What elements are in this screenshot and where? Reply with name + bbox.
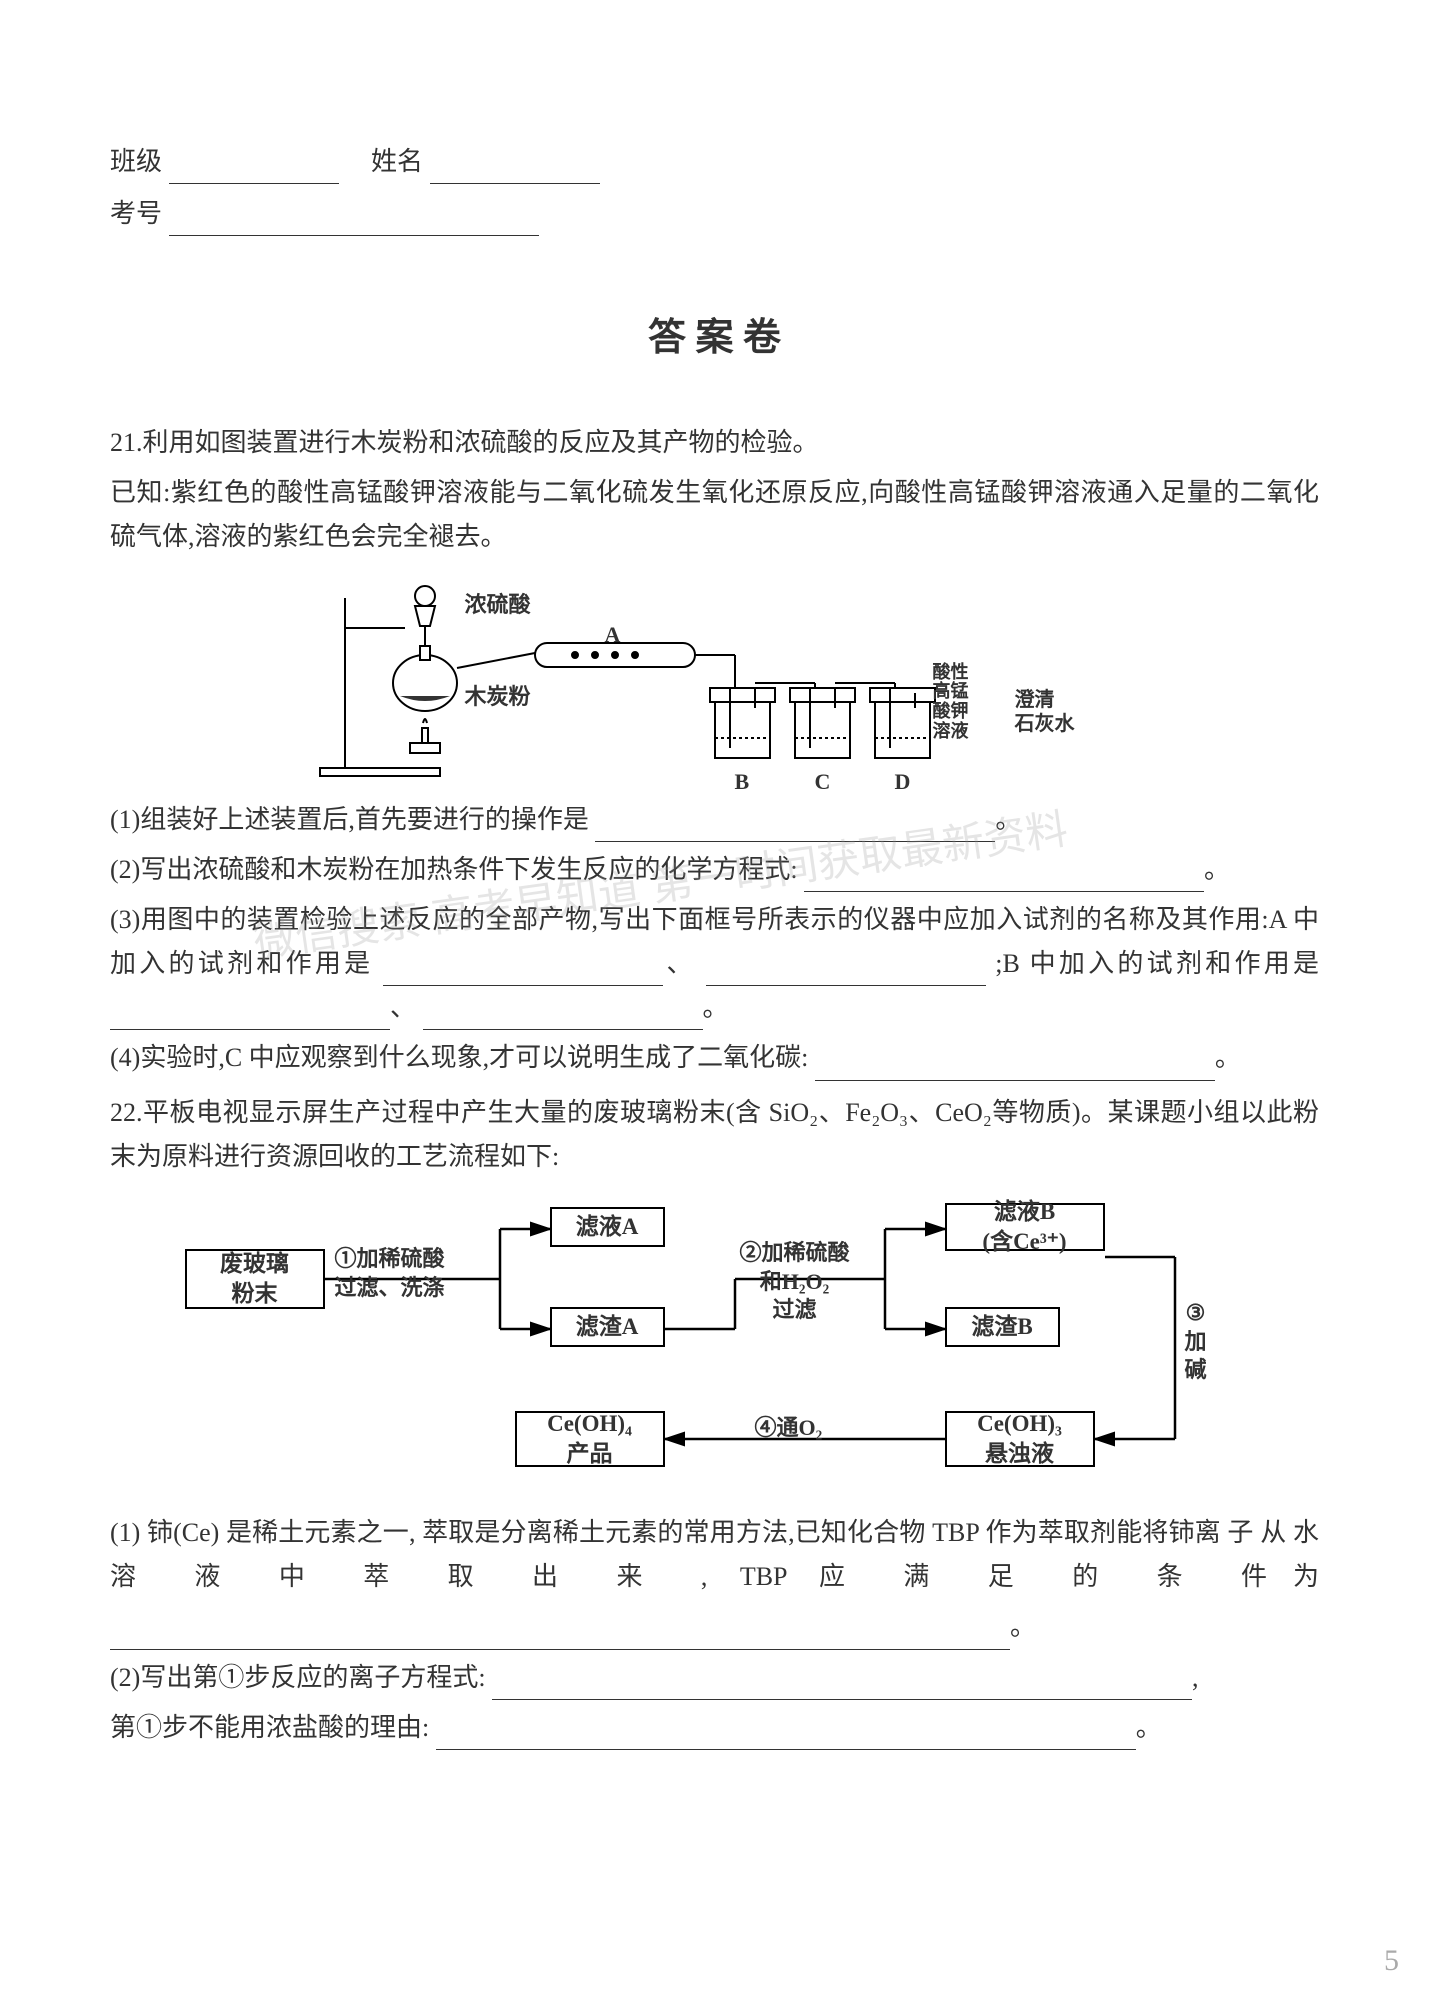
- q22-part1-blank[interactable]: [110, 1626, 1010, 1650]
- edge-step4: ④通O₂: [755, 1414, 823, 1443]
- node-ceoh4: Ce(OH)₄ 产品: [515, 1411, 665, 1467]
- node-residue-a: 滤渣A: [550, 1307, 665, 1347]
- q21-part2-text: (2)写出浓硫酸和木炭粉在加热条件下发生反应的化学方程式:: [110, 855, 798, 884]
- q21-part1-blank[interactable]: [595, 818, 995, 842]
- q21-part2-blank[interactable]: [804, 868, 1204, 892]
- q21-part3a-blank2[interactable]: [706, 962, 986, 986]
- header-fields: 班级 姓名 考号: [110, 140, 1319, 236]
- node-filtrate-b: 滤液B (含Ce³⁺): [945, 1203, 1105, 1251]
- q22-stem: 22.平板电视显示屏生产过程中产生大量的废玻璃粉末(含 SiO₂、Fe₂O₃、C…: [110, 1091, 1319, 1179]
- q22-flowchart: 废玻璃 粉末 滤液A 滤渣A 滤液B (含Ce³⁺) 滤渣B Ce(OH)₃ 悬…: [165, 1189, 1265, 1499]
- q21-part1: (1)组装好上述装置后,首先要进行的操作是 。: [110, 798, 1319, 842]
- q21-part1-text: (1)组装好上述装置后,首先要进行的操作是: [110, 805, 589, 834]
- name-label: 姓名: [371, 140, 423, 184]
- label-A: A: [605, 616, 621, 653]
- edge-step2: ②加稀硫酸 和H₂O₂ 过滤: [740, 1239, 850, 1325]
- q22-part1: (1) 铈(Ce) 是稀土元素之一, 萃取是分离稀土元素的常用方法,已知化合物 …: [110, 1511, 1319, 1599]
- label-lime: 澄清 石灰水: [1015, 688, 1075, 736]
- q22-part2a: (2)写出第①步反应的离子方程式: ,: [110, 1656, 1319, 1700]
- edge-step3: ③ 加 碱: [1185, 1299, 1207, 1385]
- q21-part4-blank[interactable]: [815, 1057, 1215, 1081]
- label-B: B: [735, 763, 750, 800]
- class-label: 班级: [110, 140, 162, 184]
- q21-part3a-blank1[interactable]: [383, 962, 663, 986]
- q21-given: 已知:紫红色的酸性高锰酸钾溶液能与二氧化硫发生氧化还原反应,向酸性高锰酸钾溶液通…: [110, 471, 1319, 559]
- q22-part1-text: (1) 铈(Ce) 是稀土元素之一, 萃取是分离稀土元素的常用方法,已知化合物 …: [110, 1518, 1319, 1591]
- row-class-name: 班级 姓名: [110, 140, 1319, 184]
- node-ceoh3: Ce(OH)₃ 悬浊液: [945, 1411, 1095, 1467]
- row-exam-no: 考号: [110, 192, 1319, 236]
- q21-part3b-blank1[interactable]: [110, 1006, 390, 1030]
- q21-part2: (2)写出浓硫酸和木炭粉在加热条件下发生反应的化学方程式: 。: [110, 848, 1319, 892]
- class-blank[interactable]: [169, 156, 339, 184]
- edge-step1: ①加稀硫酸 过滤、洗涤: [335, 1245, 445, 1302]
- q22-part2b-text: 第①步不能用浓盐酸的理由:: [110, 1713, 429, 1742]
- label-kmno4: 酸性 高锰 酸钾 溶液: [933, 663, 969, 742]
- q21-part4-text: (4)实验时,C 中应观察到什么现象,才可以说明生成了二氧化碳:: [110, 1043, 808, 1072]
- page-title: 答 案 卷: [110, 306, 1319, 371]
- question-21: 21.利用如图装置进行木炭粉和浓硫酸的反应及其产物的检验。 已知:紫红色的酸性高…: [110, 421, 1319, 1081]
- q22-part2a-text: (2)写出第①步反应的离子方程式:: [110, 1663, 486, 1692]
- q21-part4: (4)实验时,C 中应观察到什么现象,才可以说明生成了二氧化碳: 。: [110, 1036, 1319, 1080]
- q21-stem: 21.利用如图装置进行木炭粉和浓硫酸的反应及其产物的检验。: [110, 421, 1319, 465]
- q22-part2a-blank[interactable]: [492, 1676, 1192, 1700]
- q21-apparatus-diagram: 浓硫酸 木炭粉 A B C D 酸性 高锰 酸钾 溶液 澄清 石灰水: [315, 568, 1115, 788]
- q22-part2b: 第①步不能用浓盐酸的理由: 。: [110, 1706, 1319, 1750]
- q21-part3b-text: ;B 中加入的试剂和作用是: [995, 949, 1319, 978]
- q21-part3: (3)用图中的装置检验上述反应的全部产物,写出下面框号所表示的仪器中应加入试剂的…: [110, 898, 1319, 1031]
- label-C: C: [815, 763, 831, 800]
- q22-part2b-blank[interactable]: [436, 1726, 1136, 1750]
- q21-part3b-blank2[interactable]: [423, 1006, 703, 1030]
- apparatus-svg: [315, 568, 1115, 788]
- node-residue-b: 滤渣B: [945, 1307, 1060, 1347]
- name-blank[interactable]: [430, 156, 600, 184]
- node-filtrate-a: 滤液A: [550, 1207, 665, 1247]
- node-waste-glass: 废玻璃 粉末: [185, 1249, 325, 1309]
- label-D: D: [895, 763, 911, 800]
- label-conc-acid: 浓硫酸: [465, 586, 531, 623]
- question-22: 22.平板电视显示屏生产过程中产生大量的废玻璃粉末(含 SiO₂、Fe₂O₃、C…: [110, 1091, 1319, 1750]
- label-carbon: 木炭粉: [465, 678, 531, 715]
- page-number: 5: [1384, 1935, 1399, 1986]
- exam-no-blank[interactable]: [169, 208, 539, 236]
- exam-no-label: 考号: [110, 192, 162, 236]
- q22-part1-blank-row: 。: [110, 1605, 1319, 1649]
